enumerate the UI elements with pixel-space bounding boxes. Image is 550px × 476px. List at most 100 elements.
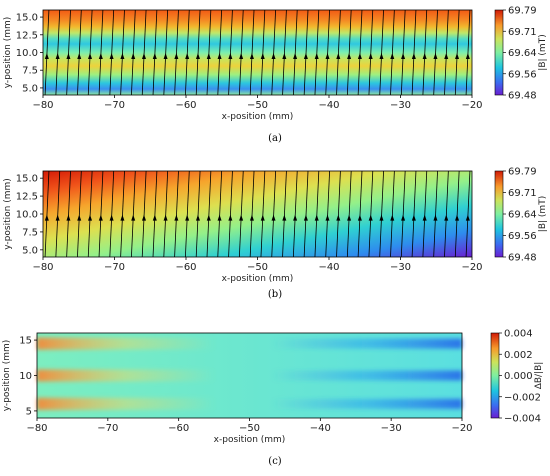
field-arrow	[379, 214, 384, 221]
field-line	[357, 170, 363, 258]
panel-caption: (b)	[268, 289, 282, 300]
y-tick-label: 15.0	[16, 13, 38, 24]
field-line	[400, 9, 406, 96]
colorbar-tick-label: 69.79	[508, 6, 537, 17]
field-arrow	[325, 53, 330, 60]
field-arrow	[368, 53, 373, 60]
panel-caption: (c)	[268, 456, 282, 467]
field-arrow	[336, 214, 341, 221]
field-line	[109, 9, 115, 96]
field-arrow	[109, 214, 114, 221]
x-tick-label: −40	[318, 100, 339, 111]
panel-a: −80 −70 −60 −50 −40 −30 −20 5.0 7.5 10.0 12.5 15.0 x…	[3, 6, 548, 145]
y-tick-label: 7.5	[22, 227, 38, 238]
field-arrow	[120, 214, 125, 221]
field-arrow	[260, 214, 265, 221]
colorbar-tick-label: 69.71	[508, 188, 537, 199]
field-arrow	[314, 214, 319, 221]
field-arrow	[44, 53, 49, 60]
field-arrow	[228, 214, 233, 221]
field-arrow	[185, 53, 190, 60]
field-arrow	[249, 53, 254, 60]
field-line	[390, 9, 395, 96]
field-line	[346, 9, 352, 96]
x-axis-label: x-position (mm)	[214, 435, 286, 445]
field-arrow	[77, 214, 82, 221]
y-tick-label: 10.0	[16, 210, 38, 221]
y-tick-label: 5.0	[22, 83, 38, 94]
field-arrow	[433, 214, 438, 221]
field-arrow	[271, 214, 276, 221]
field-line	[379, 170, 384, 258]
field-line	[411, 170, 417, 258]
negative-band	[270, 338, 462, 349]
field-arrow	[282, 53, 287, 60]
field-line	[465, 170, 471, 258]
field-line	[174, 9, 179, 96]
field-arrow	[109, 53, 114, 60]
y-tick-label: 15	[19, 336, 32, 347]
field-arrow	[239, 214, 244, 221]
field-arrow	[66, 214, 71, 221]
field-line	[368, 9, 374, 96]
field-arrow	[357, 53, 362, 60]
colorbar-tick-label: 69.56	[508, 69, 537, 80]
field-line	[217, 170, 223, 258]
field-arrow	[120, 53, 125, 60]
panel-b: −80 −70 −60 −50 −40 −30 −20 5.0 7.5 10.0 12.5 15.0 x…	[3, 167, 548, 301]
field-line	[66, 9, 71, 96]
field-line	[131, 9, 136, 96]
field-arrow	[293, 53, 298, 60]
field-line	[141, 170, 147, 258]
field-arrow	[239, 53, 244, 60]
field-line	[422, 170, 428, 258]
field-arrow	[206, 214, 211, 221]
x-tick-label: −80	[32, 262, 53, 273]
negative-band	[270, 370, 462, 381]
colorbar-tick-label: 0.000	[504, 371, 533, 382]
field-line	[379, 9, 384, 96]
field-arrow	[455, 53, 460, 60]
field-arrow	[444, 214, 449, 221]
x-tick-label: −20	[461, 100, 482, 111]
field-line	[98, 170, 104, 258]
y-tick-label: 15.0	[16, 174, 38, 185]
field-arrow	[465, 214, 470, 221]
field-line	[44, 170, 50, 258]
field-line	[282, 170, 287, 258]
field-arrow	[465, 53, 470, 60]
positive-band	[37, 337, 216, 350]
field-arrow	[314, 53, 319, 60]
colorbar-tick-label: −0.002	[504, 392, 541, 403]
field-arrow	[390, 53, 395, 60]
field-arrow	[217, 214, 222, 221]
field-line	[141, 9, 147, 96]
field-arrow	[401, 214, 406, 221]
field-line	[87, 170, 93, 258]
field-arrow	[185, 214, 190, 221]
field-line	[422, 9, 428, 96]
y-axis-label: y-position (mm)	[3, 17, 13, 88]
field-arrow	[347, 214, 352, 221]
field-line	[368, 170, 374, 258]
field-line	[217, 9, 223, 96]
colorbar-label: |B| (mT)	[538, 196, 548, 232]
x-tick-label: −70	[104, 100, 125, 111]
field-arrow	[195, 214, 200, 221]
colorbar-tick-label: 69.56	[508, 231, 537, 242]
field-line	[400, 170, 406, 258]
field-line	[444, 170, 449, 258]
field-line	[249, 170, 255, 258]
y-tick-label: 10	[19, 371, 32, 382]
field-arrow	[88, 214, 93, 221]
field-line	[44, 9, 50, 96]
y-axis-label: y-position (mm)	[2, 340, 12, 411]
field-arrow	[217, 53, 222, 60]
field-line	[66, 170, 71, 258]
field-line	[228, 170, 233, 258]
field-line	[303, 9, 309, 96]
colorbar: 69.79 69.71 69.64 69.56 69.48 |B| (mT)	[494, 6, 548, 102]
field-line	[249, 9, 255, 96]
field-line	[163, 170, 169, 258]
field-arrow	[368, 214, 373, 221]
